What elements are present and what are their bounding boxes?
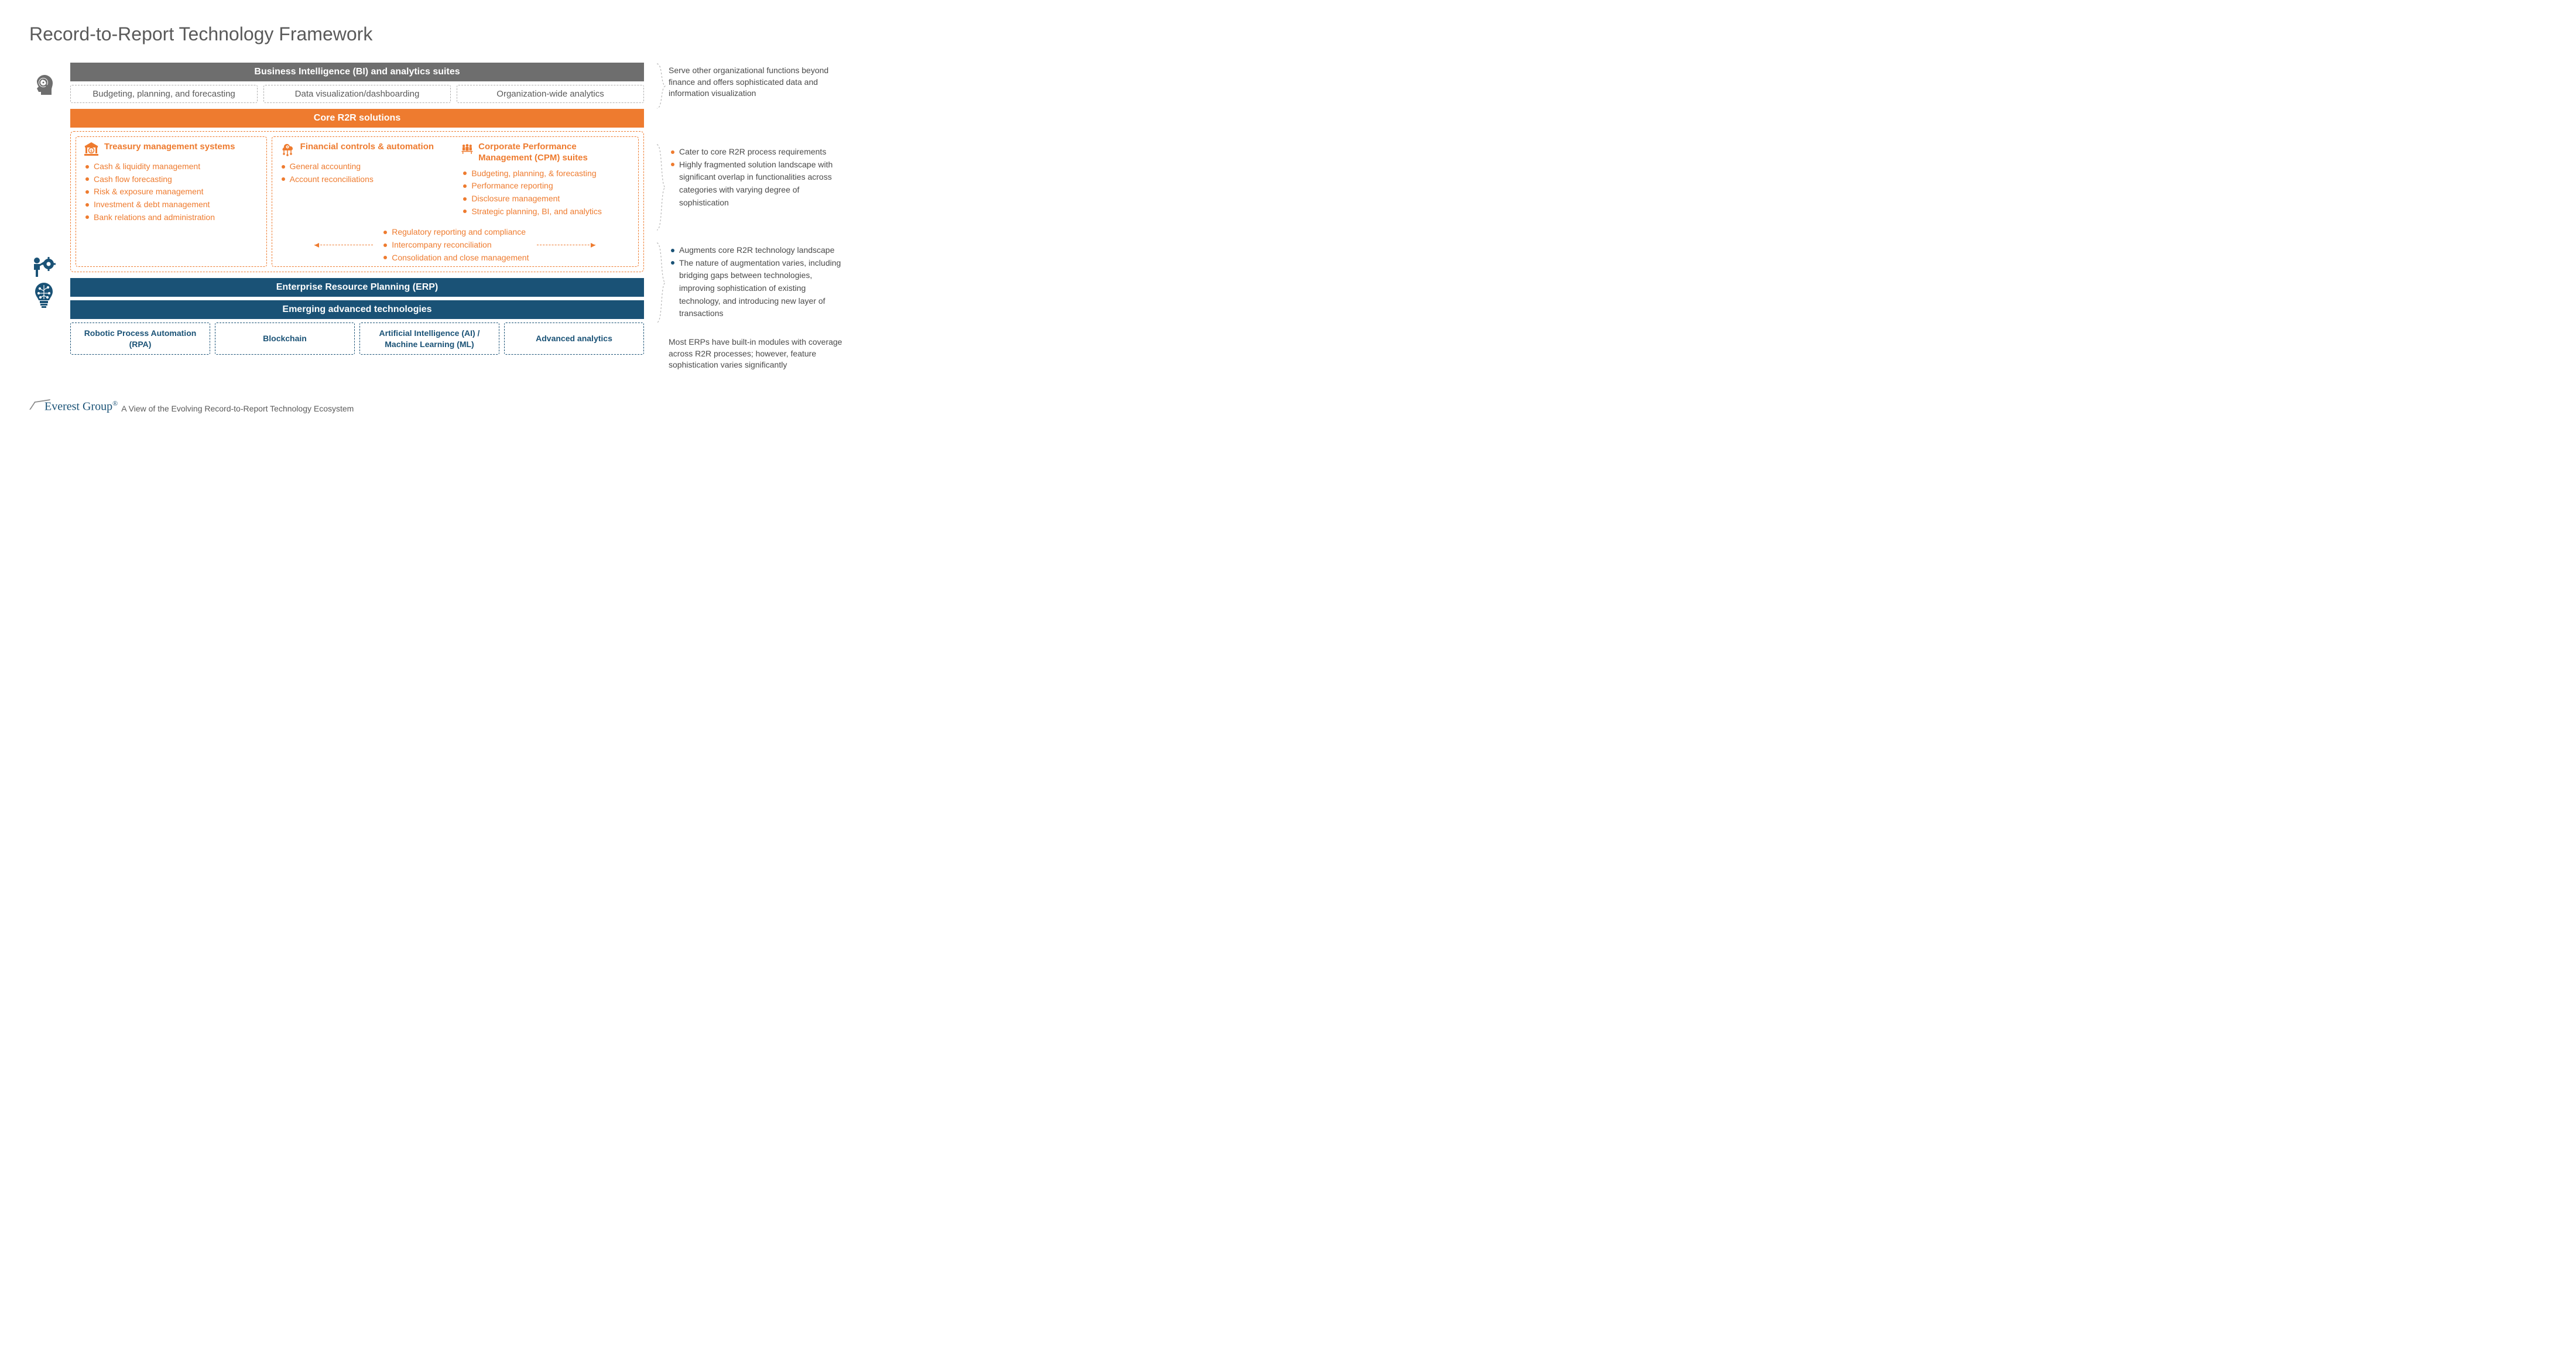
list-item: Regulatory reporting and compliance	[383, 226, 529, 239]
erp-layer-icon	[29, 255, 59, 279]
list-item: Consolidation and close management	[383, 252, 529, 265]
aug-notes-list: Augments core R2R technology landscape T…	[669, 244, 849, 320]
list-item: Cater to core R2R process requirements	[671, 146, 849, 159]
list-item: Augments core R2R technology landscape	[671, 244, 849, 257]
brace-icon	[656, 143, 666, 231]
bi-item-0: Budgeting, planning, and forecasting	[70, 85, 258, 103]
emerging-item-1: Blockchain	[215, 323, 355, 354]
bi-band: Business Intelligence (BI) and analytics…	[70, 63, 644, 81]
panel-1-bullets: General accounting Account reconciliatio…	[279, 160, 450, 186]
diagram-layout: Business Intelligence (BI) and analytics…	[29, 63, 849, 382]
head-magnifier-icon	[30, 71, 57, 98]
brace-icon	[656, 63, 666, 109]
lightbulb-circuit-icon	[32, 282, 56, 310]
list-item: Intercompany reconciliation	[383, 239, 529, 252]
person-gear-icon	[31, 256, 57, 278]
core-panels: $ Treasury management systems Cash & liq…	[70, 131, 644, 272]
list-item: The nature of augmentation varies, inclu…	[671, 257, 849, 320]
core-panel-treasury: $ Treasury management systems Cash & liq…	[76, 136, 267, 267]
emerging-items-row: Robotic Process Automation (RPA) Blockch…	[70, 323, 644, 354]
list-item: Bank relations and administration	[85, 211, 259, 224]
panel-2-bullets: Budgeting, planning, & forecasting Perfo…	[461, 167, 631, 218]
bank-icon: $	[83, 142, 100, 157]
list-item: Performance reporting	[463, 180, 631, 193]
icon-column	[29, 63, 59, 382]
footer: Everest Group® A View of the Evolving Re…	[29, 399, 849, 414]
cloud-cog-icon	[279, 142, 296, 157]
registered-mark: ®	[112, 399, 118, 407]
list-item: Disclosure management	[463, 193, 631, 205]
bi-note: Serve other organizational functions bey…	[669, 63, 849, 109]
core-layer-spacer	[29, 107, 59, 255]
shared-bullets: Regulatory reporting and compliance Inte…	[381, 226, 529, 264]
brand-name: Everest Group	[44, 400, 112, 413]
shared-bullets-section: Regulatory reporting and compliance Inte…	[279, 224, 631, 264]
emerging-item-0: Robotic Process Automation (RPA)	[70, 323, 210, 354]
erp-band: Enterprise Resource Planning (ERP)	[70, 278, 644, 297]
panel-title-1: Financial controls & automation	[300, 142, 434, 153]
list-item: Investment & debt management	[85, 198, 259, 211]
panel-title-2: Corporate Performance Management (CPM) s…	[478, 142, 631, 164]
core-band: Core R2R solutions	[70, 109, 644, 128]
emerging-band: Emerging advanced technologies	[70, 300, 644, 319]
emerging-layer-icon	[29, 279, 59, 332]
list-item: Cash flow forecasting	[85, 173, 259, 186]
list-item: Risk & exposure management	[85, 186, 259, 198]
main-column: Business Intelligence (BI) and analytics…	[70, 63, 644, 382]
list-item: Cash & liquidity management	[85, 160, 259, 173]
list-item: Strategic planning, BI, and analytics	[463, 205, 631, 218]
footer-tagline: A View of the Evolving Record-to-Report …	[121, 404, 354, 413]
list-item: General accounting	[282, 160, 450, 173]
bi-item-2: Organization-wide analytics	[457, 85, 644, 103]
erp-note: Most ERPs have built-in modules with cov…	[669, 334, 849, 371]
side-column: Serve other organizational functions bey…	[656, 63, 849, 382]
core-panel-controls-cpm: Financial controls & automation General …	[272, 136, 639, 267]
bi-item-1: Data visualization/dashboarding	[263, 85, 451, 103]
list-item: Account reconciliations	[282, 173, 450, 186]
bi-layer-icon	[29, 63, 59, 107]
list-item: Budgeting, planning, & forecasting	[463, 167, 631, 180]
people-icon	[461, 142, 474, 157]
core-notes-list: Cater to core R2R process requirements H…	[669, 146, 849, 209]
emerging-item-3: Advanced analytics	[504, 323, 644, 354]
brand-logo: Everest Group®	[29, 399, 118, 414]
brace-icon	[656, 242, 666, 324]
page-title: Record-to-Report Technology Framework	[29, 23, 849, 45]
bi-items-row: Budgeting, planning, and forecasting Dat…	[70, 85, 644, 103]
panel-0-bullets: Cash & liquidity management Cash flow fo…	[83, 160, 259, 224]
list-item: Highly fragmented solution landscape wit…	[671, 159, 849, 210]
emerging-item-2: Artificial Intelligence (AI) / Machine L…	[359, 323, 499, 354]
panel-title-0: Treasury management systems	[104, 142, 235, 153]
